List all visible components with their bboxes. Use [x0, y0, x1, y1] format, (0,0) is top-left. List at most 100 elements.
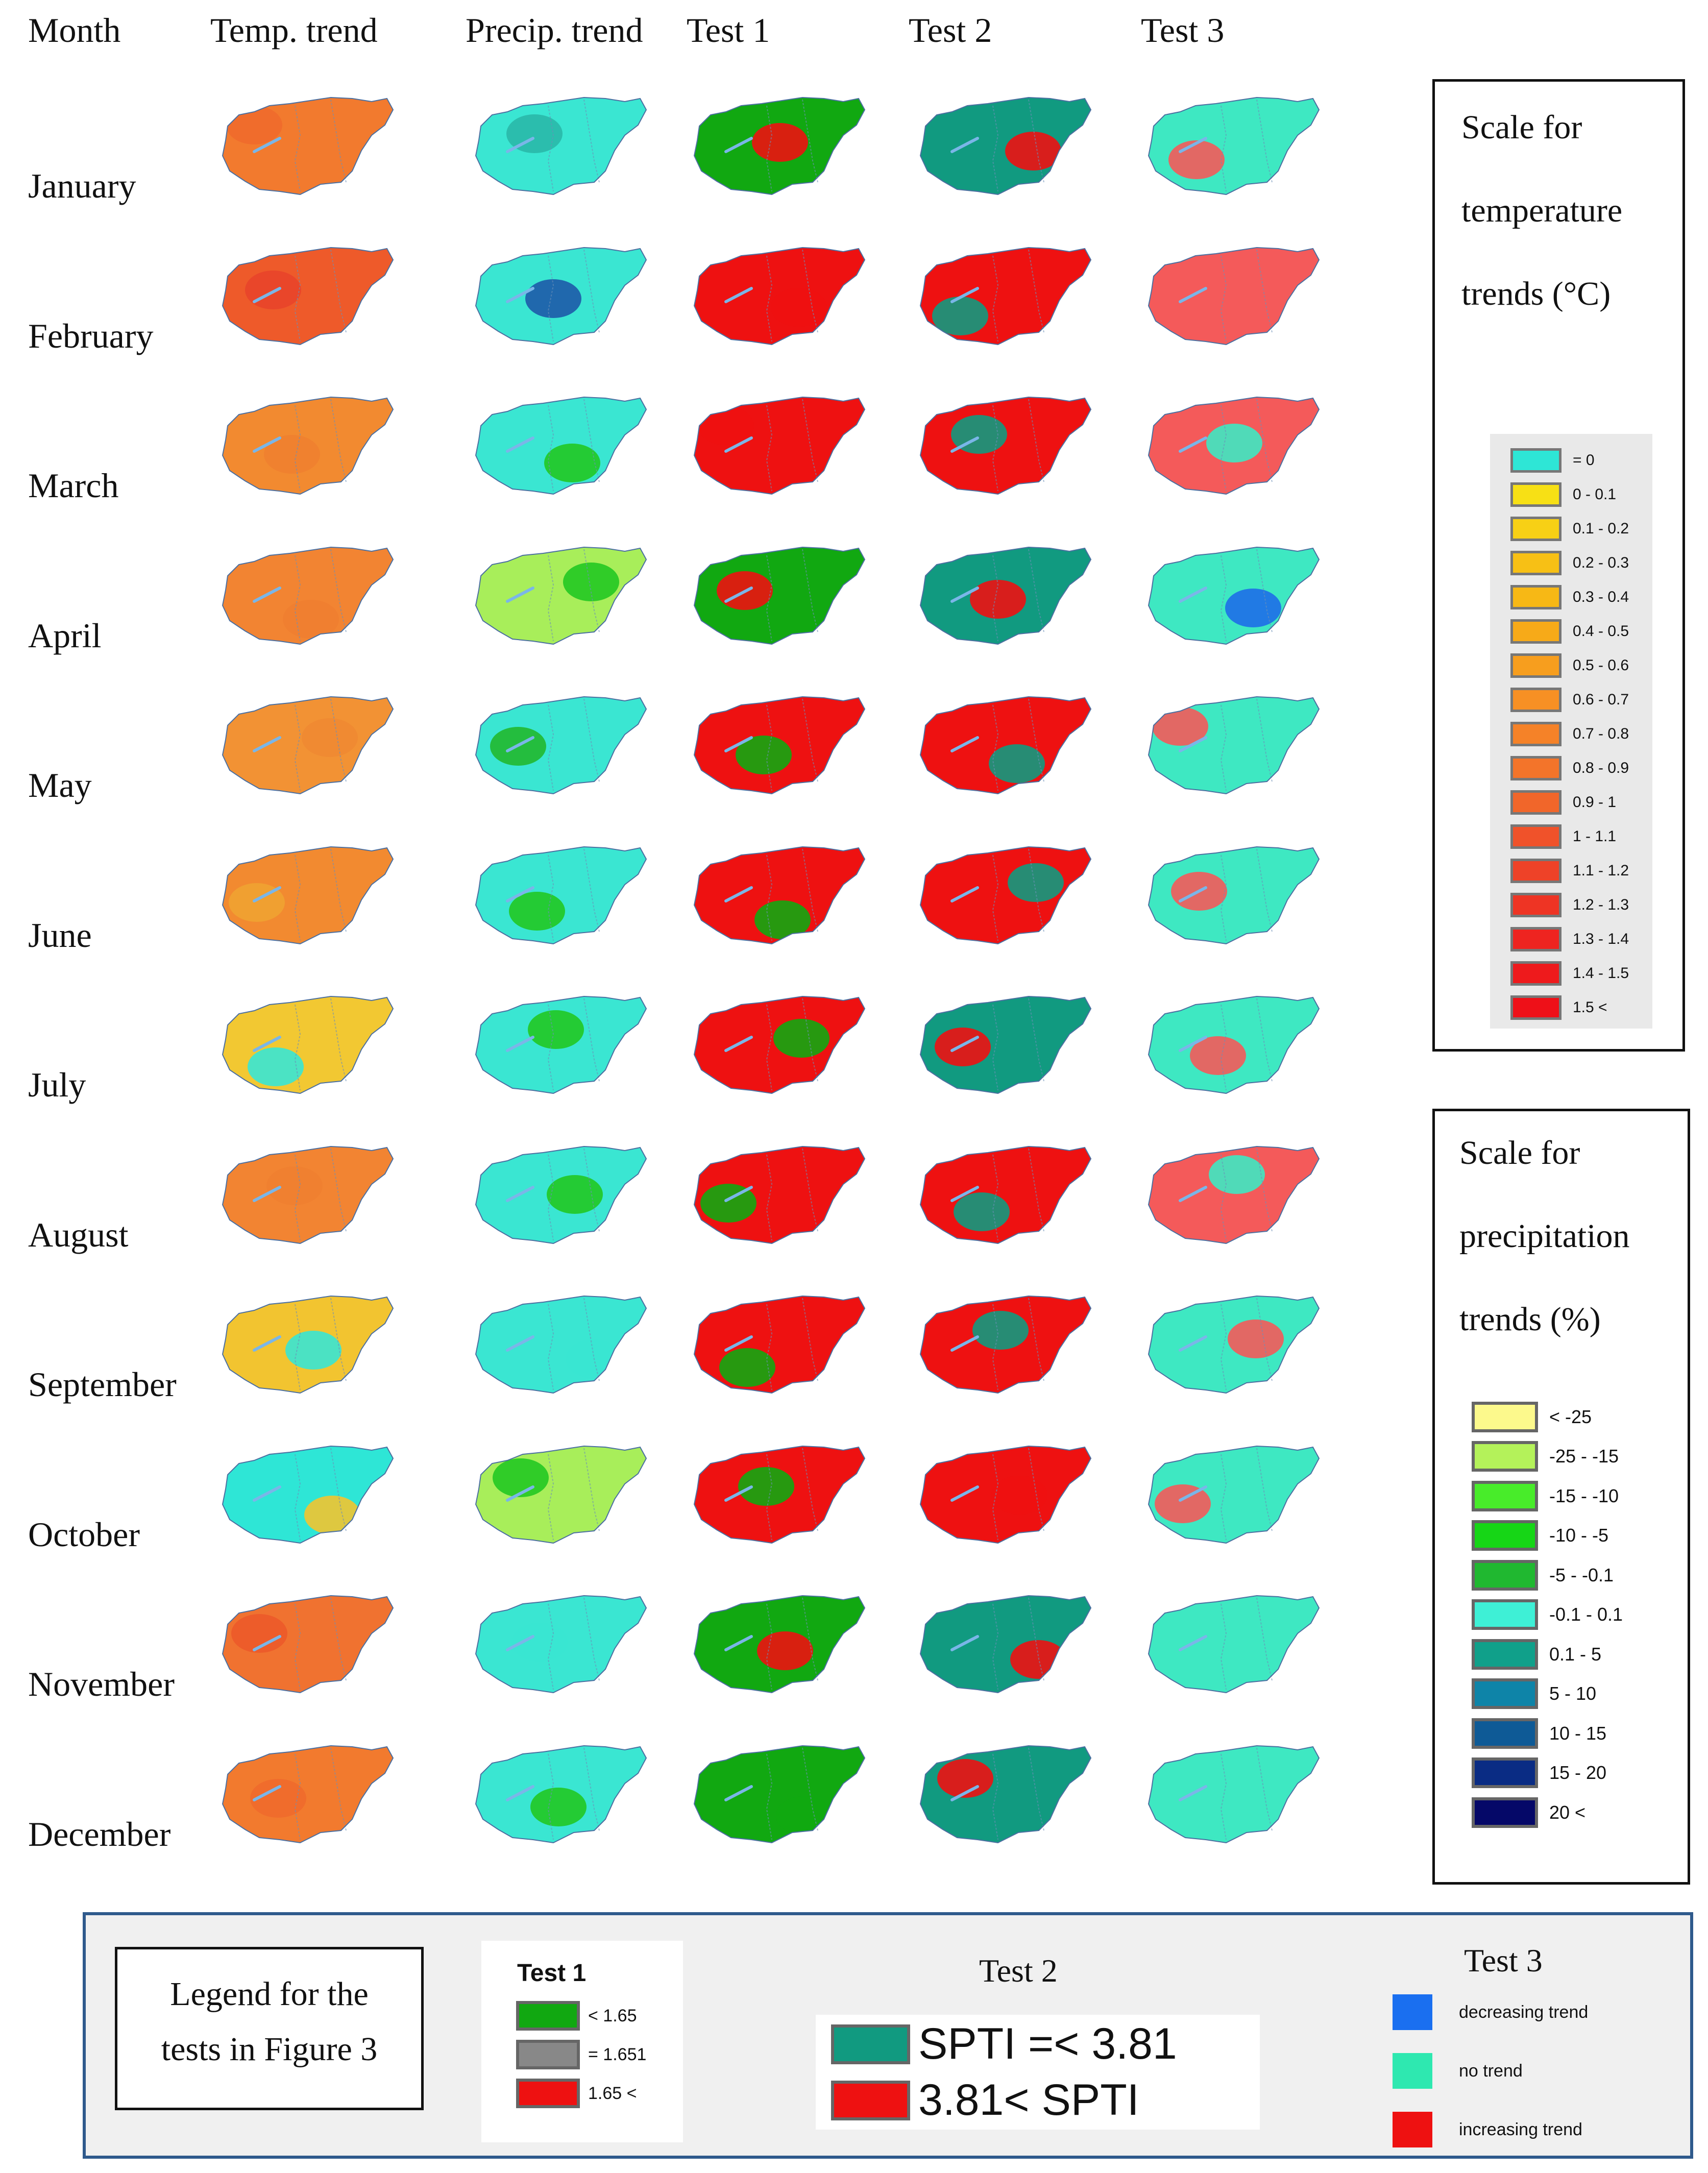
precipitation-scale-title-line-1: Scale for	[1459, 1134, 1580, 1171]
precipitation-scale-item: -15 - -10	[1472, 1476, 1619, 1516]
precipitation-swatch-label: -15 - -10	[1549, 1485, 1619, 1506]
country-shape	[694, 1296, 865, 1393]
lake-balaton	[950, 1635, 979, 1651]
month-label: August	[28, 1215, 129, 1254]
county-borders	[1220, 549, 1273, 641]
lake-balaton	[506, 436, 534, 453]
map-test1-july	[693, 995, 866, 1094]
lake-balaton	[253, 1785, 281, 1801]
precipitation-scale-item: 10 - 15	[1472, 1714, 1606, 1753]
region-patch	[935, 1028, 991, 1066]
country-shape	[223, 1745, 393, 1843]
temperature-swatch-label: = 0	[1573, 451, 1595, 469]
country-shape	[694, 547, 865, 644]
country-outline	[475, 995, 647, 1094]
country-outline	[222, 96, 394, 196]
country-shape	[476, 846, 646, 944]
country-outline	[919, 247, 1092, 345]
map-precip-june	[475, 846, 647, 944]
precipitation-scale-swatches: < -25 -25 - -15 -15 - -10 -10 - -5 -5 - -0.1…	[1472, 1397, 1676, 1841]
temperature-swatch-label: 0.3 - 0.4	[1573, 588, 1629, 605]
precipitation-scale-box: Scale for precipitation trends (%) < -25…	[1432, 1109, 1690, 1885]
temperature-scale-item: 0.7 - 0.8	[1510, 717, 1629, 751]
precipitation-scale-item: -25 - -15	[1472, 1437, 1619, 1476]
region-patch	[547, 1175, 603, 1214]
month-label: October	[28, 1515, 140, 1554]
region-patch	[285, 1331, 341, 1370]
county-borders	[1220, 399, 1273, 492]
lake-balaton	[1179, 1485, 1207, 1502]
region-patch	[226, 106, 282, 144]
precipitation-scale-title-line-2: precipitation	[1459, 1217, 1630, 1255]
country-outline	[693, 546, 866, 645]
county-borders	[992, 549, 1044, 641]
county-borders	[547, 1148, 600, 1240]
map-test2-december	[919, 1745, 1092, 1843]
region-patch	[776, 1796, 832, 1835]
temperature-scale-title-line-1: Scale for	[1461, 109, 1582, 146]
country-shape	[476, 1446, 646, 1543]
temperature-scale-item: = 0	[1510, 443, 1595, 477]
map-temp-may	[222, 696, 394, 795]
county-borders	[1220, 1298, 1273, 1390]
country-outline	[222, 1745, 394, 1843]
lake-balaton	[1179, 286, 1207, 303]
header-temp-trend: Temp. trend	[210, 11, 378, 50]
lake-balaton	[253, 1485, 281, 1502]
lake-balaton	[506, 1785, 534, 1801]
map-test1-march	[693, 396, 866, 495]
lake-balaton	[724, 1485, 753, 1502]
lake-balaton	[253, 286, 281, 303]
region-patch	[1152, 707, 1208, 746]
map-test1-january	[693, 96, 866, 196]
county-borders	[766, 1747, 818, 1840]
tests-legend-title: Legend for the tests in Figure 3	[115, 1947, 424, 2110]
temperature-swatch	[1510, 926, 1561, 951]
county-borders	[547, 698, 600, 791]
county-borders	[547, 1597, 600, 1690]
tests-legend: Legend for the tests in Figure 3 Test 1 …	[83, 1912, 1693, 2159]
map-temp-march	[222, 396, 394, 495]
county-borders	[1220, 1597, 1273, 1690]
region-patch	[509, 891, 565, 931]
temperature-scale-title: Scale for temperature trends (°C)	[1461, 86, 1622, 335]
temperature-scale-swatches: = 0 0 - 0.1 0.1 - 0.2 0.2 - 0.3 0.3 - 0.4 0.4…	[1490, 434, 1652, 1029]
map-precip-february	[475, 247, 647, 345]
lake-balaton	[950, 286, 979, 303]
tests-legend-title-line-2: tests in Figure 3	[161, 2031, 378, 2068]
test1-legend: Test 1 < 1.65 = 1.651 1.65 <	[481, 1941, 683, 2142]
month-label: November	[28, 1665, 175, 1703]
county-borders	[294, 1148, 347, 1240]
map-test3-february	[1148, 247, 1320, 345]
map-test2-july	[919, 995, 1092, 1094]
region-patch	[771, 287, 827, 327]
lake-balaton	[1179, 1785, 1207, 1801]
country-outline	[919, 1745, 1092, 1843]
header-test-3: Test 3	[1141, 11, 1225, 50]
region-patch	[493, 1458, 549, 1497]
county-borders	[766, 249, 818, 341]
test2-swatch-teal	[831, 2024, 910, 2064]
county-borders	[1220, 848, 1273, 941]
precipitation-swatch	[1472, 1401, 1538, 1432]
county-borders	[992, 698, 1044, 791]
precipitation-swatch-label: -5 - -0.1	[1549, 1564, 1614, 1585]
month-label: January	[28, 166, 136, 205]
temperature-swatch	[1510, 995, 1561, 1020]
country-shape	[1149, 247, 1319, 345]
month-label: June	[28, 915, 92, 955]
region-patch	[250, 1778, 306, 1818]
precipitation-swatch-label: 5 - 10	[1549, 1683, 1597, 1704]
region-patch	[937, 1759, 993, 1798]
lake-balaton	[1179, 886, 1207, 902]
country-outline	[475, 1745, 647, 1843]
county-borders	[294, 549, 347, 641]
country-outline	[475, 1145, 647, 1244]
precipitation-swatch	[1472, 1797, 1538, 1828]
temperature-scale-item: 0.1 - 0.2	[1510, 511, 1629, 546]
region-patch	[932, 296, 988, 335]
test3-label: decreasing trend	[1459, 2002, 1589, 2022]
country-outline	[693, 396, 866, 495]
country-outline	[475, 1595, 647, 1694]
temperature-swatch-label: 0.5 - 0.6	[1573, 656, 1629, 674]
